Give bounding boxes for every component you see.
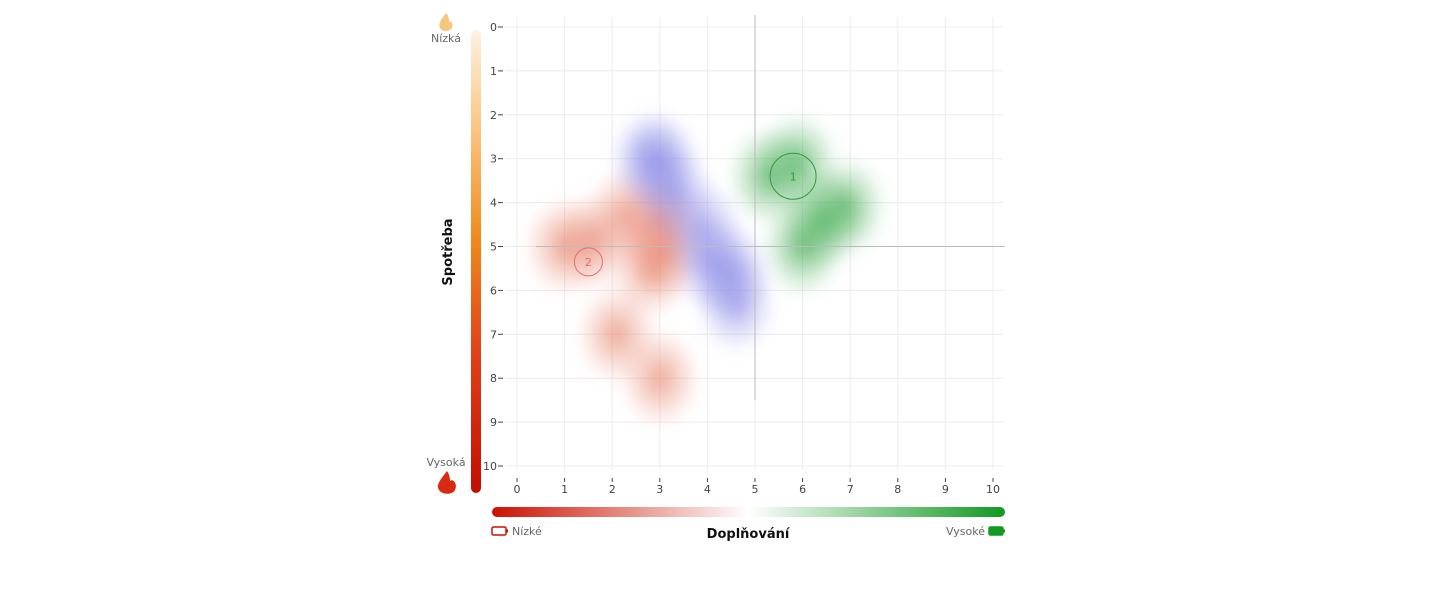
y-axis-ticks: 0 1 2 3 4 5 6 7 8 9 10 bbox=[483, 21, 503, 473]
x-tick-label-3: 3 bbox=[656, 483, 663, 496]
y-tick-label-2: 2 bbox=[490, 109, 497, 122]
marker-label-2: 2 bbox=[585, 256, 592, 269]
y-tick-label-4: 4 bbox=[490, 197, 497, 210]
x-axis-title: Doplňování bbox=[707, 527, 791, 542]
x-tick-label-4: 4 bbox=[704, 483, 711, 496]
y-tick-label-1: 1 bbox=[490, 65, 497, 78]
density-clusters bbox=[527, 112, 883, 425]
x-tick-label-2: 2 bbox=[609, 483, 616, 496]
density-blob-0-6-4 bbox=[651, 367, 669, 390]
x-tick-label-0: 0 bbox=[514, 483, 521, 496]
density-blob-2-3-4 bbox=[760, 165, 779, 188]
crosshair-lines bbox=[536, 15, 1005, 401]
y-tick-label-9: 9 bbox=[490, 416, 497, 429]
x-tick-label-9: 9 bbox=[942, 483, 949, 496]
marker-circle-1 bbox=[769, 152, 817, 200]
density-blob-1-5-4 bbox=[722, 261, 740, 284]
y-tick-label-6: 6 bbox=[490, 284, 497, 297]
density-blob-0-5-4 bbox=[608, 323, 626, 346]
x-tick-label-8: 8 bbox=[894, 483, 901, 496]
y-legend-low: Nízká bbox=[431, 32, 461, 45]
x-legend-high: Vysoké bbox=[946, 525, 985, 538]
y-legend-bar bbox=[471, 30, 481, 493]
battery-high-icon bbox=[988, 526, 1005, 536]
density-blob-1-6-4 bbox=[641, 147, 660, 170]
y-tick-label-7: 7 bbox=[490, 328, 497, 341]
y-tick-label-8: 8 bbox=[490, 372, 497, 385]
y-tick-label-10: 10 bbox=[483, 460, 497, 473]
marker-circle-2 bbox=[573, 247, 603, 277]
flame-icon-low bbox=[439, 13, 453, 31]
y-axis-title: Spotřeba bbox=[441, 218, 456, 285]
y-tick-label-0: 0 bbox=[490, 21, 497, 34]
density-blob-2-4-4 bbox=[812, 209, 831, 232]
battery-low-icon bbox=[491, 526, 508, 536]
y-tick-label-3: 3 bbox=[490, 153, 497, 166]
x-axis-ticks: 0 1 2 3 4 5 6 7 8 9 10 bbox=[514, 478, 1000, 496]
marker-label-1: 1 bbox=[790, 170, 797, 183]
x-tick-label-1: 1 bbox=[561, 483, 568, 496]
x-legend-bar bbox=[492, 507, 1005, 517]
cluster-markers: 12 bbox=[573, 152, 817, 277]
flame-icon-high bbox=[437, 471, 456, 494]
x-tick-label-5: 5 bbox=[752, 483, 759, 496]
x-tick-label-10: 10 bbox=[986, 483, 1000, 496]
y-legend-high: Vysoká bbox=[426, 456, 465, 469]
y-tick-label-5: 5 bbox=[490, 241, 497, 254]
x-tick-label-7: 7 bbox=[847, 483, 854, 496]
x-legend-low: Nízké bbox=[512, 525, 542, 538]
x-tick-label-6: 6 bbox=[799, 483, 806, 496]
